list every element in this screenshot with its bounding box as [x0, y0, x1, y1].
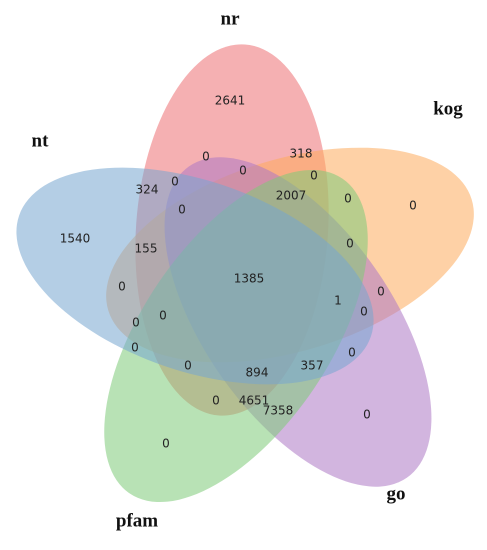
region-count: 357 — [301, 359, 324, 373]
region-count: 0 — [118, 280, 126, 294]
region-count: 0 — [360, 305, 368, 319]
set-ellipse — [16, 167, 374, 385]
region-count: 0 — [132, 316, 140, 330]
region-count: 0 — [346, 237, 354, 251]
region-count: 0 — [310, 169, 318, 183]
set-label: nr — [221, 8, 241, 29]
region-count: 1385 — [234, 272, 265, 286]
set-label: kog — [433, 98, 463, 119]
region-count: 894 — [246, 366, 269, 380]
region-count: 2641 — [215, 94, 246, 108]
region-count: 0 — [159, 309, 167, 323]
region-count: 0 — [348, 346, 356, 360]
region-count: 0 — [184, 359, 192, 373]
region-count: 0 — [162, 437, 170, 451]
region-count: 0 — [171, 175, 179, 189]
set-label: pfam — [116, 510, 158, 531]
region-count: 0 — [131, 341, 139, 355]
set-label: go — [387, 483, 406, 504]
region-count: 0 — [212, 394, 220, 408]
set-label: nt — [32, 130, 50, 151]
region-count: 0 — [363, 408, 371, 422]
region-count: 2007 — [276, 189, 307, 203]
region-count: 0 — [202, 150, 210, 164]
region-count: 0 — [239, 164, 247, 178]
region-count: 1540 — [60, 232, 91, 246]
region-count: 7358 — [263, 404, 294, 418]
region-count: 0 — [377, 285, 385, 299]
region-count: 1 — [334, 294, 342, 308]
region-count: 0 — [409, 199, 417, 213]
region-count: 4651 — [239, 394, 270, 408]
region-count: 318 — [290, 147, 313, 161]
region-count: 0 — [178, 203, 186, 217]
region-count: 0 — [344, 192, 352, 206]
region-count: 324 — [136, 183, 159, 197]
region-count: 155 — [135, 242, 158, 256]
